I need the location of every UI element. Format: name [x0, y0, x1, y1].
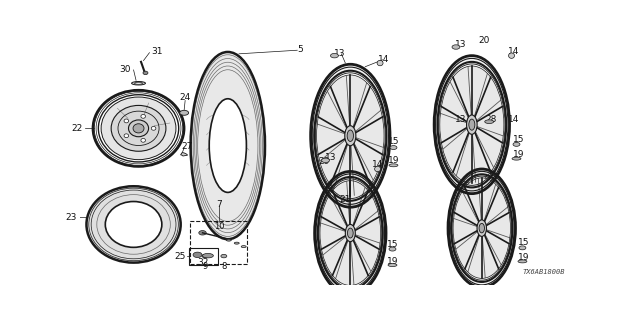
- Ellipse shape: [124, 134, 129, 138]
- Text: 29: 29: [319, 157, 330, 166]
- Text: 30: 30: [120, 65, 131, 74]
- Ellipse shape: [191, 52, 265, 239]
- Text: 28: 28: [485, 115, 497, 124]
- Ellipse shape: [124, 119, 129, 123]
- Ellipse shape: [513, 142, 520, 146]
- Ellipse shape: [448, 169, 515, 287]
- Ellipse shape: [199, 231, 206, 235]
- Text: TX6AB1800B: TX6AB1800B: [523, 269, 565, 275]
- Ellipse shape: [484, 120, 493, 124]
- Ellipse shape: [190, 50, 266, 241]
- Ellipse shape: [202, 254, 208, 258]
- Ellipse shape: [345, 126, 356, 146]
- Ellipse shape: [479, 223, 484, 233]
- Text: 14: 14: [372, 160, 383, 169]
- Text: 15: 15: [387, 240, 398, 249]
- Text: 23: 23: [65, 212, 77, 221]
- Ellipse shape: [389, 247, 396, 251]
- Ellipse shape: [141, 139, 145, 142]
- Text: 13: 13: [333, 49, 345, 58]
- Wedge shape: [180, 153, 188, 156]
- Ellipse shape: [111, 105, 166, 151]
- Ellipse shape: [519, 246, 526, 250]
- Text: 15: 15: [388, 137, 400, 146]
- Ellipse shape: [453, 178, 511, 278]
- Ellipse shape: [151, 126, 156, 130]
- Text: 21: 21: [340, 195, 351, 204]
- Ellipse shape: [348, 228, 353, 238]
- Ellipse shape: [374, 166, 381, 172]
- Ellipse shape: [317, 75, 384, 196]
- Ellipse shape: [320, 181, 381, 285]
- Ellipse shape: [434, 56, 509, 194]
- Text: 7: 7: [216, 200, 221, 209]
- Ellipse shape: [390, 146, 397, 149]
- Text: 15: 15: [513, 135, 525, 144]
- Ellipse shape: [86, 186, 180, 263]
- Ellipse shape: [180, 110, 189, 115]
- Text: 22: 22: [72, 124, 83, 133]
- Text: 15: 15: [518, 238, 530, 247]
- Ellipse shape: [129, 120, 148, 137]
- Text: 10: 10: [214, 222, 225, 231]
- Text: 25: 25: [175, 252, 186, 261]
- Ellipse shape: [388, 264, 397, 267]
- Ellipse shape: [227, 239, 231, 241]
- Ellipse shape: [346, 224, 355, 242]
- Ellipse shape: [389, 164, 398, 167]
- Bar: [190, 221, 247, 264]
- Text: 19: 19: [513, 150, 525, 159]
- Text: 19: 19: [388, 156, 400, 165]
- Ellipse shape: [315, 172, 386, 295]
- Text: 27: 27: [181, 142, 193, 151]
- Ellipse shape: [347, 130, 353, 141]
- Ellipse shape: [202, 253, 213, 258]
- Ellipse shape: [106, 202, 162, 247]
- Text: 14: 14: [378, 55, 390, 64]
- Text: 20: 20: [479, 36, 490, 45]
- Bar: [189, 248, 218, 265]
- Ellipse shape: [452, 45, 460, 49]
- Ellipse shape: [467, 115, 477, 134]
- Ellipse shape: [133, 124, 144, 133]
- Text: 9: 9: [202, 262, 207, 271]
- Ellipse shape: [440, 66, 504, 183]
- Text: 14: 14: [508, 47, 520, 56]
- Ellipse shape: [101, 97, 176, 160]
- Ellipse shape: [143, 71, 148, 75]
- Ellipse shape: [221, 254, 227, 258]
- Ellipse shape: [310, 64, 390, 207]
- Ellipse shape: [234, 242, 239, 244]
- Ellipse shape: [518, 260, 527, 263]
- Ellipse shape: [377, 60, 383, 66]
- Ellipse shape: [193, 252, 202, 258]
- Text: 24: 24: [180, 93, 191, 102]
- Ellipse shape: [321, 158, 330, 163]
- Ellipse shape: [330, 53, 339, 58]
- Ellipse shape: [132, 82, 145, 85]
- Ellipse shape: [512, 157, 521, 160]
- Ellipse shape: [141, 115, 145, 118]
- Ellipse shape: [477, 220, 486, 236]
- Text: 5: 5: [297, 45, 303, 54]
- Text: 32: 32: [198, 258, 209, 267]
- Ellipse shape: [469, 119, 475, 130]
- Ellipse shape: [241, 246, 246, 248]
- Text: 19: 19: [518, 253, 530, 262]
- Text: 13: 13: [324, 153, 336, 163]
- Text: 14: 14: [508, 115, 520, 124]
- Text: 8: 8: [221, 262, 227, 271]
- Ellipse shape: [509, 53, 515, 58]
- Ellipse shape: [134, 82, 143, 84]
- Text: 31: 31: [151, 47, 163, 56]
- Text: 13: 13: [456, 115, 467, 124]
- Ellipse shape: [209, 99, 246, 192]
- Text: 13: 13: [455, 40, 467, 49]
- Text: 19: 19: [387, 257, 398, 266]
